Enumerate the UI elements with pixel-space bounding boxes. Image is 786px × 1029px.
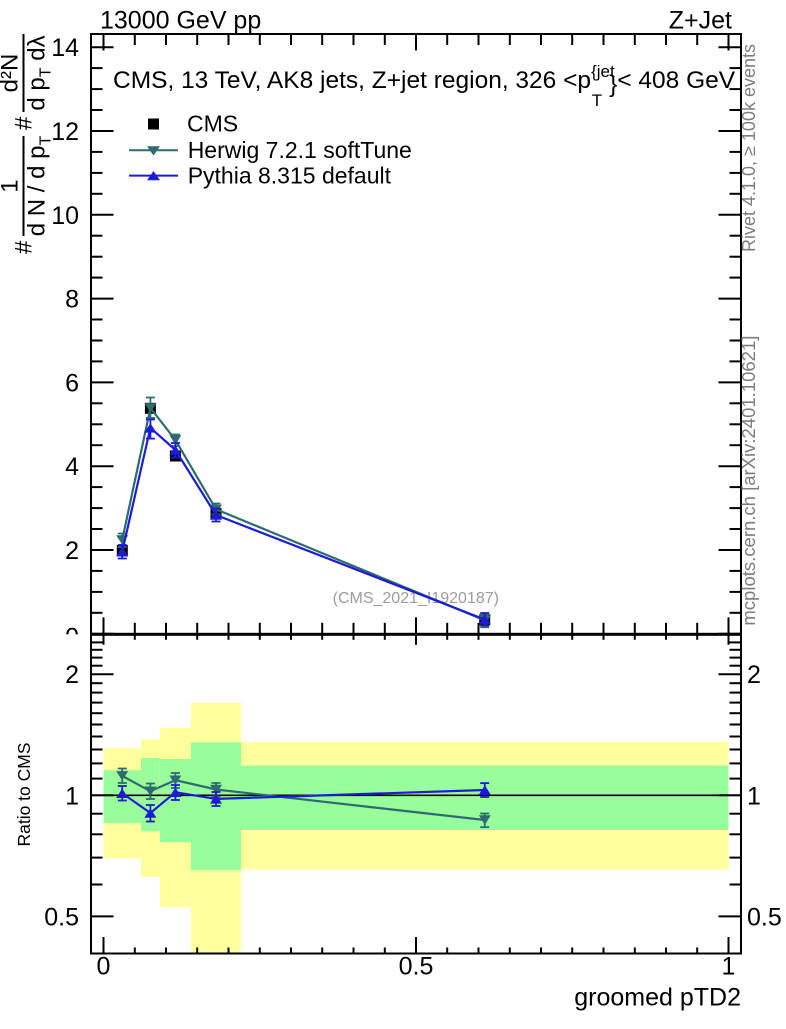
svg-text:Rivet 4.1.0, ≥ 100k events: Rivet 4.1.0, ≥ 100k events xyxy=(739,44,759,252)
svg-text:2: 2 xyxy=(747,661,761,689)
svg-text:12: 12 xyxy=(51,118,79,146)
svg-text:0.5: 0.5 xyxy=(44,903,79,931)
svg-text:#: # xyxy=(11,240,38,254)
svg-text:Herwig 7.2.1 softTune: Herwig 7.2.1 softTune xyxy=(188,137,412,163)
svg-text:8: 8 xyxy=(65,286,79,314)
svg-text:1: 1 xyxy=(0,179,24,192)
svg-text:(CMS_2021_I1920187): (CMS_2021_I1920187) xyxy=(333,590,499,607)
svg-text:mcplots.cern.ch [arXiv:2401.10: mcplots.cern.ch [arXiv:2401.10621] xyxy=(738,336,759,626)
svg-text:d²N: d²N xyxy=(0,54,24,93)
svg-text:Ratio to CMS: Ratio to CMS xyxy=(14,742,34,846)
svg-text:CMS: CMS xyxy=(187,111,238,137)
svg-text:14: 14 xyxy=(51,34,79,62)
svg-text:groomed pTD2: groomed pTD2 xyxy=(574,984,741,1012)
svg-text:0: 0 xyxy=(97,953,111,981)
svg-text:#: # xyxy=(11,116,38,130)
svg-text:1: 1 xyxy=(747,782,761,810)
svg-text:d N / d pT: d N / d pT xyxy=(24,136,55,237)
svg-text:Pythia 8.315 default: Pythia 8.315 default xyxy=(188,163,392,189)
svg-text:Z+Jet: Z+Jet xyxy=(669,7,732,35)
svg-text:10: 10 xyxy=(51,202,79,230)
svg-text:13000 GeV pp: 13000 GeV pp xyxy=(100,7,261,35)
svg-text:2: 2 xyxy=(65,661,79,689)
svg-text:6: 6 xyxy=(65,369,79,397)
svg-text:4: 4 xyxy=(65,453,79,481)
svg-text:1: 1 xyxy=(65,782,79,810)
svg-text:0.5: 0.5 xyxy=(747,903,782,931)
svg-text:1: 1 xyxy=(722,953,736,981)
svg-text:0.5: 0.5 xyxy=(399,953,434,981)
svg-text:2: 2 xyxy=(65,537,79,565)
